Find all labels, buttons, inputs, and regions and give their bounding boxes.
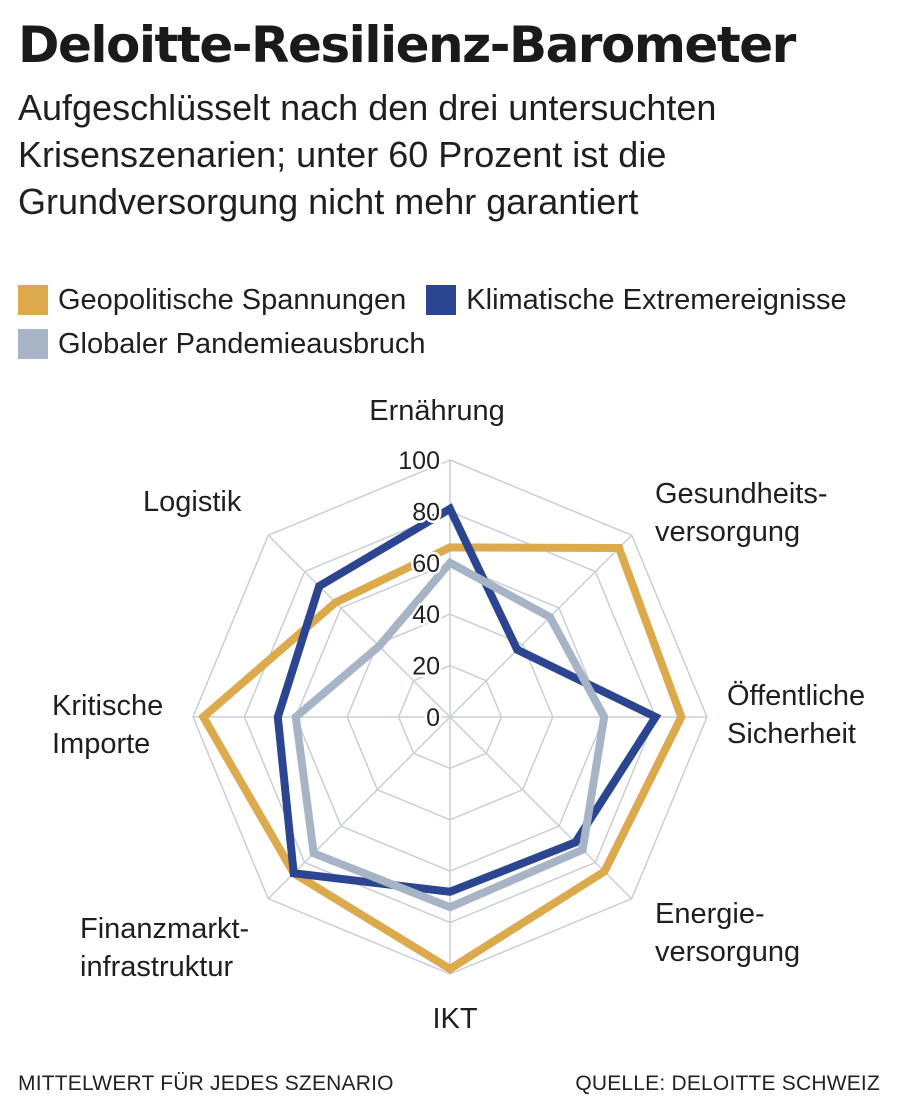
category-label-line: Öffentliche bbox=[727, 680, 865, 712]
series-line-2 bbox=[273, 503, 662, 896]
chart-subtitle: Aufgeschlüsselt nach den drei untersucht… bbox=[18, 87, 717, 222]
grid-spoke bbox=[449, 534, 633, 718]
legend-swatch-geopolitisch bbox=[18, 285, 48, 315]
category-label-line: IKT bbox=[432, 1003, 477, 1035]
legend-label-pandemie: Globaler Pandemieausbruch bbox=[58, 328, 426, 360]
series-line-1 bbox=[198, 543, 686, 974]
category-label-line: versorgung bbox=[655, 936, 800, 968]
grid-spoke bbox=[267, 716, 451, 900]
tick-label: 0 bbox=[426, 704, 440, 732]
radial-tick-labels: 0 20 40 60 80 100 bbox=[396, 445, 443, 735]
grid-spoke bbox=[449, 716, 633, 900]
legend-item-geopolitisch: Geopolitische Spannungen bbox=[18, 280, 406, 320]
series-line-3 bbox=[291, 557, 609, 912]
footer-source: QUELLE: DELOITTE SCHWEIZ bbox=[575, 1072, 880, 1095]
legend-item-pandemie: Globaler Pandemieausbruch bbox=[18, 324, 426, 364]
legend-label-geopolitisch: Geopolitische Spannungen bbox=[58, 284, 407, 316]
category-label-line: Importe bbox=[52, 728, 150, 760]
category-label-line: infrastruktur bbox=[80, 951, 233, 983]
category-label: Öffentliche Sicherheit bbox=[727, 680, 865, 750]
category-labels: Ernährung Gesundheits-versorgung Öffentlic… bbox=[52, 395, 865, 1035]
legend-swatch-klimatisch bbox=[426, 285, 457, 315]
legend-item-klimatisch: Klimatische Extremereignisse bbox=[426, 280, 847, 320]
category-label-line: versorgung bbox=[655, 516, 800, 548]
category-label-line: Logistik bbox=[143, 486, 242, 518]
radar-chart: 0 20 40 60 80 100 Ernährung Gesundheits-versor… bbox=[52, 395, 865, 1035]
legend-row-1: Geopolitische Spannungen Klimatische Ext… bbox=[18, 278, 898, 322]
tick-label: 60 bbox=[412, 550, 440, 578]
radar-series bbox=[198, 503, 686, 974]
tick-label: 40 bbox=[412, 601, 440, 629]
category-label: Energie-versorgung bbox=[655, 898, 800, 968]
category-label: Ernährung bbox=[369, 395, 504, 427]
category-label-line: Kritische bbox=[52, 690, 163, 722]
footer-note: MITTELWERT FÜR JEDES SZENARIO bbox=[18, 1072, 394, 1095]
category-label-line: Ernährung bbox=[369, 395, 504, 427]
category-label: Kritische Importe bbox=[52, 690, 163, 760]
category-label-line: Gesundheits- bbox=[655, 478, 828, 510]
grid-spoke bbox=[267, 534, 451, 718]
legend-label-klimatisch: Klimatische Extremereignisse bbox=[466, 284, 847, 316]
category-label: IKT bbox=[432, 1003, 477, 1035]
legend-swatch-pandemie bbox=[18, 329, 48, 359]
category-label-line: Finanzmarkt- bbox=[80, 913, 249, 945]
radar-grid bbox=[192, 459, 708, 975]
category-label: Gesundheits-versorgung bbox=[655, 478, 828, 548]
tick-label: 80 bbox=[412, 498, 440, 526]
chart-title: Deloitte-Resilienz-Barometer bbox=[18, 16, 796, 74]
tick-label: 20 bbox=[412, 653, 440, 681]
tick-label: 100 bbox=[398, 447, 440, 475]
legend-row-2: Globaler Pandemieausbruch bbox=[18, 322, 898, 366]
category-label-line: Energie- bbox=[655, 898, 765, 930]
category-label-line: Sicherheit bbox=[727, 718, 856, 750]
legend: Geopolitische Spannungen Klimatische Ext… bbox=[18, 278, 898, 366]
category-label: Finanzmarkt-infrastruktur bbox=[80, 913, 249, 983]
category-label: Logistik bbox=[143, 486, 242, 518]
